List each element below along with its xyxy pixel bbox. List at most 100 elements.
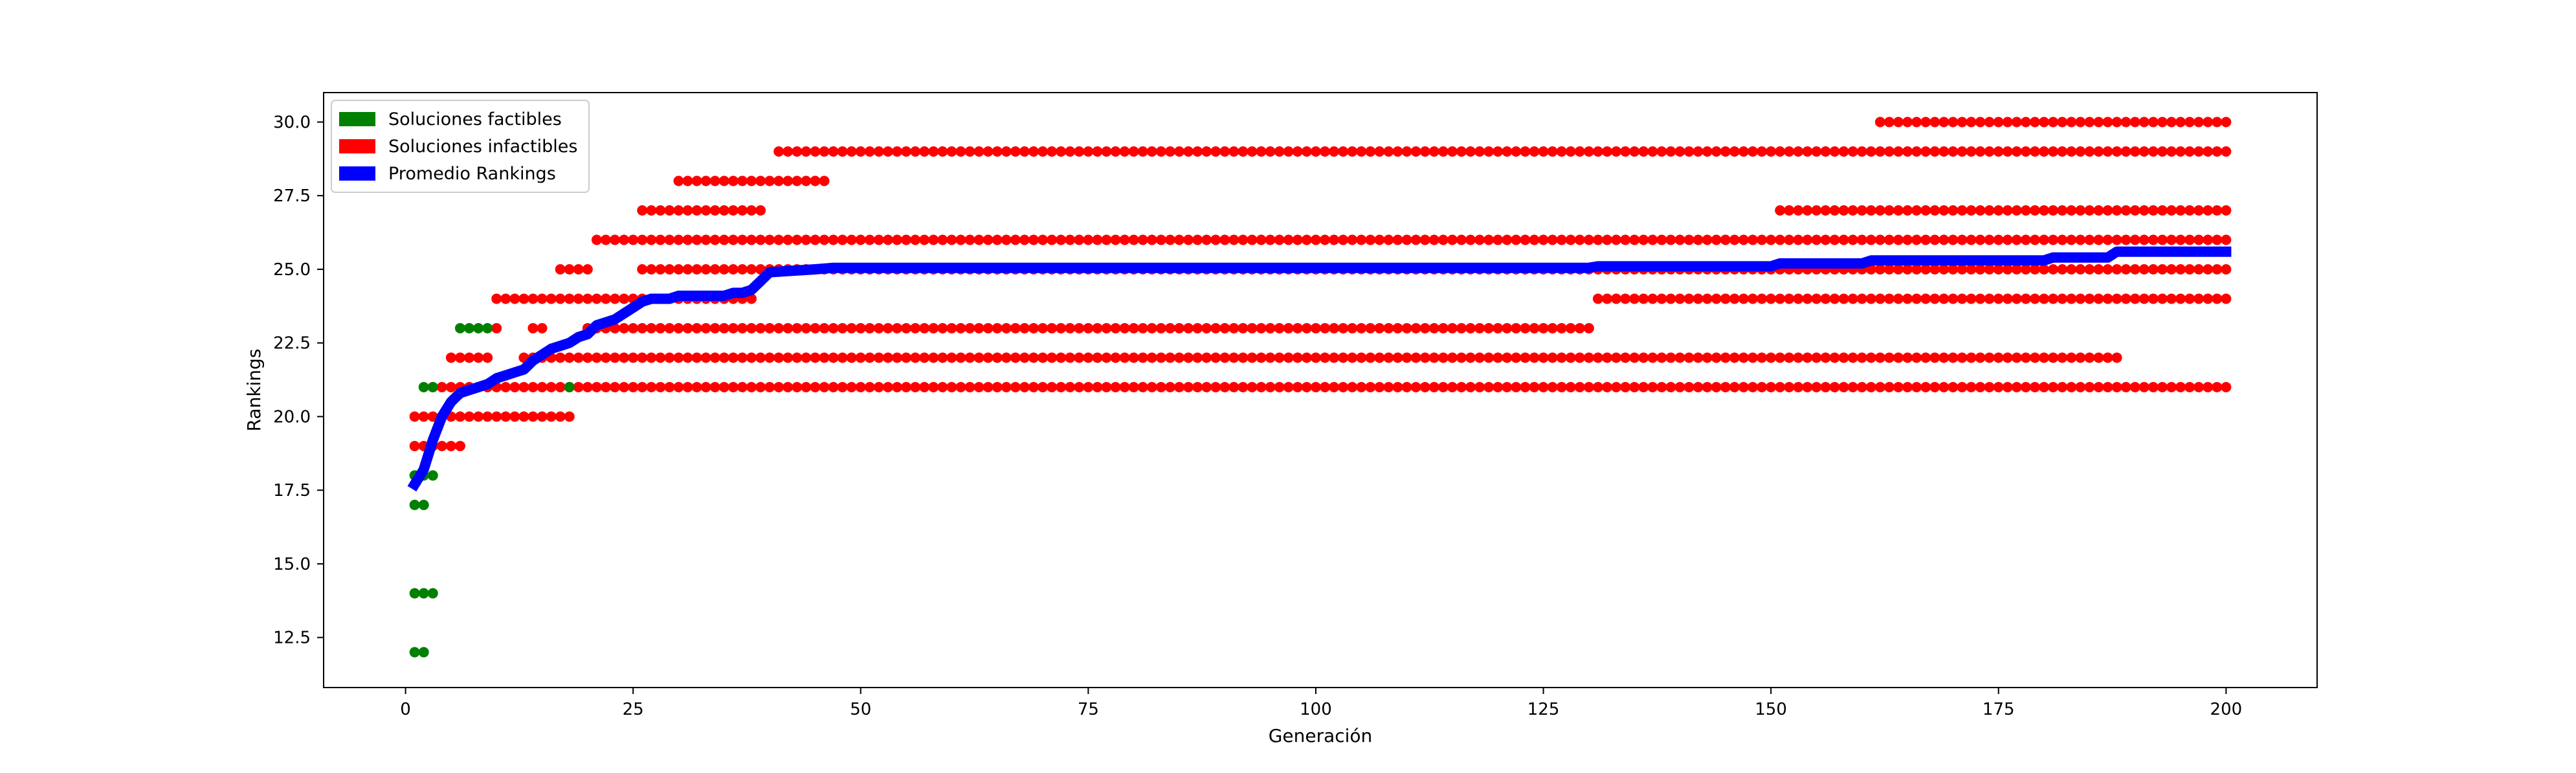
infeasible-point xyxy=(901,381,912,392)
infeasible-point xyxy=(746,175,757,186)
infeasible-point xyxy=(1793,352,1804,363)
infeasible-point xyxy=(1529,234,1540,245)
infeasible-point xyxy=(1520,352,1531,363)
infeasible-point xyxy=(582,352,593,363)
infeasible-point xyxy=(1547,381,1558,392)
infeasible-point xyxy=(882,322,893,333)
infeasible-point xyxy=(637,234,648,245)
infeasible-point xyxy=(1693,352,1704,363)
infeasible-point xyxy=(1146,322,1157,333)
infeasible-point xyxy=(882,381,893,392)
infeasible-point xyxy=(1119,352,1130,363)
infeasible-point xyxy=(983,234,994,245)
infeasible-point xyxy=(1975,352,1986,363)
infeasible-point xyxy=(2120,263,2131,274)
infeasible-point xyxy=(1720,352,1731,363)
infeasible-point xyxy=(737,263,748,274)
infeasible-point xyxy=(1074,146,1085,157)
x-tick-label: 100 xyxy=(1300,700,1332,719)
infeasible-point xyxy=(1811,146,1822,157)
infeasible-point xyxy=(1329,322,1340,333)
infeasible-point xyxy=(1693,381,1704,392)
infeasible-point xyxy=(983,146,994,157)
infeasible-point xyxy=(600,381,611,392)
infeasible-point xyxy=(1948,381,1959,392)
infeasible-point xyxy=(1146,352,1157,363)
infeasible-point xyxy=(1829,381,1840,392)
infeasible-point xyxy=(792,234,803,245)
infeasible-point xyxy=(1456,322,1467,333)
infeasible-point xyxy=(1938,263,1949,274)
infeasible-point xyxy=(864,322,875,333)
infeasible-point xyxy=(1911,352,1922,363)
infeasible-point xyxy=(1056,234,1067,245)
infeasible-point xyxy=(637,381,648,392)
legend-swatch xyxy=(339,139,375,153)
infeasible-point xyxy=(955,381,966,392)
infeasible-point xyxy=(1410,381,1421,392)
infeasible-point xyxy=(1201,234,1212,245)
infeasible-point xyxy=(1474,146,1485,157)
infeasible-point xyxy=(1565,381,1576,392)
infeasible-point xyxy=(2203,205,2214,216)
infeasible-point xyxy=(1938,293,1949,304)
infeasible-point xyxy=(864,146,875,157)
infeasible-point xyxy=(1174,322,1185,333)
infeasible-point xyxy=(1164,146,1175,157)
infeasible-point xyxy=(1720,234,1731,245)
infeasible-point xyxy=(682,205,693,216)
infeasible-point xyxy=(2111,293,2122,304)
infeasible-point xyxy=(1638,293,1649,304)
infeasible-point xyxy=(1966,117,1977,128)
infeasible-point xyxy=(518,293,529,304)
infeasible-point xyxy=(1128,352,1139,363)
infeasible-point xyxy=(1729,146,1740,157)
infeasible-point xyxy=(1137,322,1148,333)
infeasible-point xyxy=(709,175,720,186)
infeasible-point xyxy=(518,381,529,392)
infeasible-point xyxy=(946,381,957,392)
infeasible-point xyxy=(628,322,639,333)
y-tick-label: 17.5 xyxy=(273,481,311,500)
infeasible-point xyxy=(1611,146,1622,157)
infeasible-point xyxy=(2221,293,2232,304)
infeasible-point xyxy=(1538,352,1549,363)
infeasible-point xyxy=(2203,146,2214,157)
infeasible-point xyxy=(1856,293,1867,304)
infeasible-point xyxy=(1092,322,1103,333)
infeasible-point xyxy=(2120,234,2131,245)
infeasible-point xyxy=(1419,381,1430,392)
infeasible-point xyxy=(673,205,684,216)
infeasible-point xyxy=(755,381,766,392)
infeasible-point xyxy=(992,352,1003,363)
infeasible-point xyxy=(555,263,566,274)
feasible-point xyxy=(418,647,429,658)
infeasible-point xyxy=(2193,234,2204,245)
infeasible-point xyxy=(928,234,939,245)
infeasible-point xyxy=(755,205,766,216)
infeasible-point xyxy=(1838,381,1849,392)
infeasible-point xyxy=(1556,322,1567,333)
infeasible-point xyxy=(709,352,720,363)
infeasible-point xyxy=(1265,381,1276,392)
infeasible-point xyxy=(819,146,830,157)
infeasible-point xyxy=(1874,146,1885,157)
infeasible-point xyxy=(1966,293,1977,304)
infeasible-point xyxy=(1101,146,1112,157)
infeasible-point xyxy=(1119,234,1130,245)
infeasible-point xyxy=(1665,293,1676,304)
infeasible-point xyxy=(2175,117,2186,128)
infeasible-point xyxy=(1047,146,1058,157)
infeasible-point xyxy=(1320,381,1331,392)
infeasible-point xyxy=(1056,381,1067,392)
infeasible-point xyxy=(1993,205,2004,216)
infeasible-point xyxy=(964,352,975,363)
infeasible-point xyxy=(1538,146,1549,157)
infeasible-point xyxy=(801,175,812,186)
infeasible-point xyxy=(1775,234,1786,245)
infeasible-point xyxy=(1766,381,1777,392)
infeasible-point xyxy=(2138,381,2149,392)
infeasible-point xyxy=(2075,263,2086,274)
infeasible-point xyxy=(1511,381,1522,392)
infeasible-point xyxy=(655,352,666,363)
